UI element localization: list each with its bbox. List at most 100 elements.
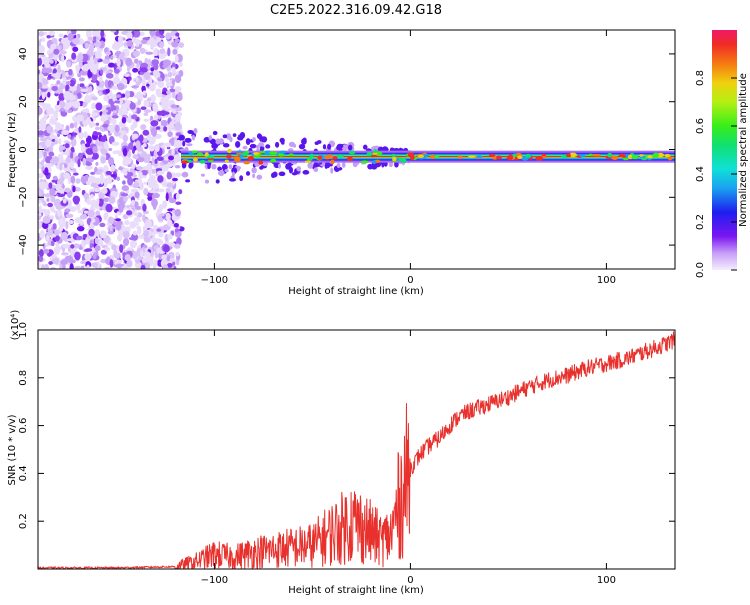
scatter-blob bbox=[221, 164, 228, 171]
noise-blob bbox=[131, 114, 138, 120]
scatter-blob bbox=[178, 134, 186, 141]
band-spot bbox=[226, 154, 232, 159]
scatter-blob bbox=[262, 161, 269, 167]
noise-blob bbox=[121, 266, 125, 269]
noise-blob bbox=[38, 160, 41, 169]
noise-blob bbox=[164, 212, 171, 221]
band-spot bbox=[468, 155, 476, 158]
noise-blob bbox=[48, 30, 56, 36]
noise-blob bbox=[70, 244, 75, 249]
scatter-blob bbox=[217, 166, 223, 172]
scatter-blob bbox=[324, 163, 329, 169]
x-tick-label: 0 bbox=[407, 575, 413, 586]
noise-blob bbox=[85, 30, 92, 39]
x-tick-label: 100 bbox=[597, 575, 616, 586]
noise-blob bbox=[136, 166, 143, 171]
noise-blob bbox=[108, 62, 115, 68]
noise-blob bbox=[151, 128, 157, 137]
noise-blob bbox=[72, 172, 79, 176]
noise-blob bbox=[133, 94, 140, 99]
noise-blob bbox=[87, 209, 95, 218]
y-tick-label: 0 bbox=[18, 146, 29, 152]
scatter-blob bbox=[184, 137, 192, 143]
band-spot bbox=[253, 152, 260, 156]
band-spot bbox=[525, 153, 531, 158]
noise-blob bbox=[133, 145, 137, 151]
noise-blob bbox=[40, 159, 45, 168]
noise-blob bbox=[118, 97, 123, 105]
noise-blob bbox=[87, 175, 96, 183]
noise-blob bbox=[100, 136, 105, 142]
noise-blob bbox=[79, 69, 88, 76]
noise-blob bbox=[167, 131, 173, 138]
noise-blob bbox=[82, 213, 87, 220]
noise-blob bbox=[143, 112, 148, 116]
noise-blob bbox=[177, 91, 183, 101]
noise-blob bbox=[53, 48, 60, 55]
noise-blob bbox=[105, 88, 110, 94]
noise-blob bbox=[85, 165, 94, 170]
noise-blob bbox=[51, 179, 56, 183]
noise-blob bbox=[55, 183, 62, 192]
noise-blob bbox=[128, 113, 132, 122]
noise-blob bbox=[176, 106, 183, 112]
noise-blob bbox=[165, 32, 172, 40]
noise-blob bbox=[179, 61, 183, 67]
scatter-blob bbox=[336, 143, 344, 149]
band-spot bbox=[181, 160, 189, 164]
noise-blob bbox=[80, 265, 85, 269]
noise-blob bbox=[166, 255, 171, 262]
noise-blob bbox=[142, 143, 147, 148]
noise-blob bbox=[65, 156, 71, 164]
noise-blob bbox=[171, 108, 177, 113]
scatter-blob bbox=[249, 143, 257, 149]
y-tick-label: 1.0 bbox=[18, 322, 29, 338]
noise-blob bbox=[58, 145, 63, 153]
scatter-blob bbox=[181, 171, 189, 178]
band-spot bbox=[647, 155, 653, 159]
band-spot bbox=[496, 155, 502, 160]
noise-blob bbox=[85, 135, 92, 145]
noise-blob bbox=[122, 249, 127, 254]
noise-blob bbox=[42, 103, 50, 111]
noise-blob bbox=[65, 220, 69, 230]
noise-blob bbox=[80, 143, 86, 153]
noise-blob bbox=[139, 250, 144, 258]
spectrogram-x-label: Height of straight line (km) bbox=[288, 286, 424, 297]
scatter-blob bbox=[348, 144, 353, 151]
noise-blob bbox=[139, 74, 146, 78]
spectrogram-y-label: Frequency (Hz) bbox=[7, 112, 18, 188]
band-spot bbox=[336, 154, 344, 158]
noise-blob bbox=[122, 180, 126, 185]
noise-blob bbox=[92, 67, 97, 75]
noise-blob bbox=[74, 251, 81, 261]
noise-blob bbox=[52, 223, 57, 230]
noise-blob bbox=[145, 51, 154, 55]
scatter-blob bbox=[215, 138, 221, 145]
noise-blob bbox=[51, 156, 60, 164]
spectrogram-y-ticks: −40 −20 0 20 40 bbox=[18, 48, 675, 256]
noise-blob bbox=[76, 225, 85, 232]
noise-blob bbox=[63, 162, 68, 169]
noise-blob bbox=[111, 141, 120, 146]
chart-title: C2E5.2022.316.09.42.G18 bbox=[270, 3, 442, 18]
noise-blob bbox=[91, 218, 96, 223]
noise-blob bbox=[38, 188, 44, 197]
noise-blob bbox=[173, 222, 180, 228]
noise-blob bbox=[72, 38, 80, 45]
noise-blob bbox=[83, 192, 90, 200]
noise-blob bbox=[46, 125, 54, 134]
y-tick-label: 0.2 bbox=[18, 513, 29, 529]
noise-blob bbox=[38, 173, 44, 179]
noise-blob bbox=[165, 142, 172, 148]
band-spot bbox=[592, 153, 598, 157]
noise-blob bbox=[66, 60, 72, 68]
noise-blob bbox=[121, 185, 129, 192]
noise-blob bbox=[156, 239, 164, 246]
noise-blob bbox=[67, 32, 74, 41]
noise-blob bbox=[85, 264, 91, 269]
scatter-blob bbox=[265, 144, 271, 149]
noise-blob bbox=[95, 171, 102, 175]
scatter-blob bbox=[215, 179, 220, 184]
noise-blob bbox=[88, 120, 94, 129]
